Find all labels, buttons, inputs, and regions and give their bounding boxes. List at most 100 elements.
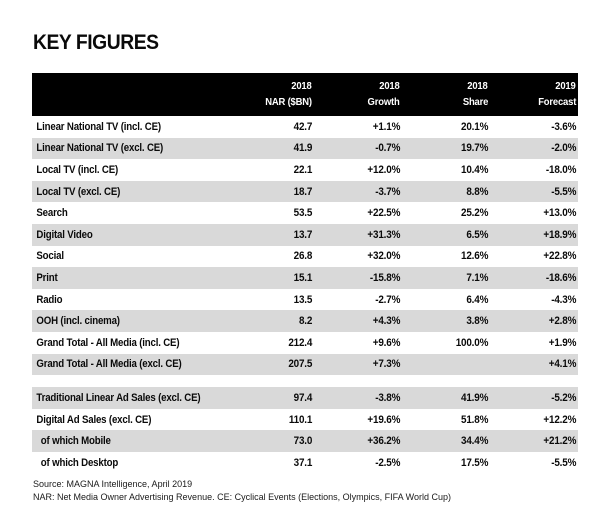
table-row: Grand Total - All Media (incl. CE) 212.4 +… bbox=[32, 331, 578, 354]
column-header-nar: 2018 NAR ($BN) bbox=[226, 73, 314, 116]
row-label: OOH (incl. cinema) bbox=[36, 315, 120, 328]
row-label: Grand Total - All Media (incl. CE) bbox=[36, 336, 180, 349]
table-row: Print 15.1 -15.8% 7.1% -18.6% bbox=[32, 267, 578, 289]
cell-forecast: +12.2% bbox=[543, 413, 577, 426]
cell-share: 6.5% bbox=[466, 228, 489, 241]
cell-nar: 212.4 bbox=[288, 336, 313, 349]
table-row: Digital Video 13.7 +31.3% 6.5% +18.9% bbox=[32, 223, 578, 246]
cell-growth: +4.3% bbox=[372, 315, 401, 328]
cell-share: 6.4% bbox=[466, 293, 489, 306]
cell-share: 100.0% bbox=[455, 336, 489, 349]
cell-forecast: -18.6% bbox=[545, 271, 577, 284]
cell-growth: +1.1% bbox=[372, 120, 401, 133]
row-label: Digital Ad Sales (excl. CE) bbox=[36, 413, 152, 426]
cell-forecast: -4.3% bbox=[551, 293, 577, 306]
key-figures-table: 2018 NAR ($BN) 2018 Growth 2018 Share 20… bbox=[32, 73, 578, 474]
table-body: Linear National TV (incl. CE) 42.7 +1.1% 20… bbox=[32, 116, 578, 474]
cell-forecast: -5.2% bbox=[551, 391, 577, 404]
cell-nar: 41.9 bbox=[293, 142, 313, 155]
cell-forecast: +13.0% bbox=[543, 207, 577, 220]
cell-nar: 22.1 bbox=[293, 163, 313, 176]
row-label: Print bbox=[36, 271, 58, 284]
row-label: of which Desktop bbox=[40, 456, 119, 469]
column-header-rowlabel bbox=[32, 73, 226, 116]
cell-nar: 42.7 bbox=[293, 120, 313, 133]
row-label: Social bbox=[36, 250, 64, 263]
cell-share: 10.4% bbox=[461, 163, 489, 176]
column-header-share: 2018 Share bbox=[402, 73, 490, 116]
table-row: Traditional Linear Ad Sales (excl. CE) 97… bbox=[32, 387, 578, 409]
cell-share: 41.9% bbox=[461, 391, 489, 404]
cell-forecast: +4.1% bbox=[548, 358, 577, 371]
cell-nar: 15.1 bbox=[293, 271, 313, 284]
cell-nar: 73.0 bbox=[293, 435, 313, 448]
source-line: Source: MAGNA Intelligence, April 2019 bbox=[33, 479, 193, 489]
cell-growth: +22.5% bbox=[367, 207, 401, 220]
table-row: Social 26.8 +32.0% 12.6% +22.8% bbox=[32, 245, 578, 268]
cell-share: 8.8% bbox=[466, 185, 489, 198]
cell-growth: +12.0% bbox=[367, 163, 401, 176]
column-header-year: 2019 bbox=[555, 79, 576, 92]
column-header-year: 2018 bbox=[467, 79, 488, 92]
row-label: Traditional Linear Ad Sales (excl. CE) bbox=[36, 391, 201, 404]
row-label: Local TV (excl. CE) bbox=[36, 185, 121, 198]
cell-nar: 26.8 bbox=[293, 250, 313, 263]
cell-nar: 13.5 bbox=[293, 293, 313, 306]
column-header-label: Share bbox=[462, 95, 489, 108]
cell-forecast: -5.5% bbox=[551, 185, 577, 198]
cell-forecast: -2.0% bbox=[551, 142, 577, 155]
cell-growth: -2.5% bbox=[375, 456, 401, 469]
row-label: Radio bbox=[36, 293, 63, 306]
definitions-line: NAR: Net Media Owner Advertising Revenue… bbox=[33, 492, 451, 503]
cell-growth: +9.6% bbox=[372, 336, 401, 349]
cell-forecast: -5.5% bbox=[551, 456, 577, 469]
cell-forecast: +22.8% bbox=[543, 250, 577, 263]
cell-forecast: +2.8% bbox=[548, 315, 577, 328]
source-note: Source: MAGNA Intelligence, April 2019 N… bbox=[33, 478, 451, 504]
table-row: Digital Ad Sales (excl. CE) 110.1 +19.6% 51… bbox=[32, 408, 578, 431]
row-label: Digital Video bbox=[36, 228, 93, 241]
row-label: Local TV (incl. CE) bbox=[36, 163, 119, 176]
column-header-growth: 2018 Growth bbox=[314, 73, 402, 116]
cell-nar: 13.7 bbox=[293, 228, 313, 241]
table-row: Linear National TV (incl. CE) 42.7 +1.1% 20… bbox=[32, 116, 578, 138]
cell-growth: +19.6% bbox=[367, 413, 401, 426]
cell-share: 7.1% bbox=[466, 271, 489, 284]
table-row: Radio 13.5 -2.7% 6.4% -4.3% bbox=[32, 288, 578, 311]
cell-nar: 110.1 bbox=[288, 413, 313, 426]
cell-growth: +32.0% bbox=[367, 250, 401, 263]
column-header-year: 2018 bbox=[291, 79, 312, 92]
cell-nar: 37.1 bbox=[293, 456, 313, 469]
page-title: KEY FIGURES bbox=[33, 31, 159, 54]
column-header-label: NAR ($BN) bbox=[265, 95, 312, 108]
table-row: of which Desktop 37.1 -2.5% 17.5% -5.5% bbox=[32, 451, 578, 474]
cell-growth: -3.7% bbox=[375, 185, 401, 198]
cell-nar: 8.2 bbox=[298, 315, 313, 328]
table-row: Local TV (incl. CE) 22.1 +12.0% 10.4% -18.0% bbox=[32, 159, 578, 181]
cell-forecast: +1.9% bbox=[548, 336, 577, 349]
cell-growth: -3.8% bbox=[375, 391, 401, 404]
column-header-forecast: 2019 Forecast bbox=[490, 73, 578, 116]
cell-growth: -0.7% bbox=[375, 142, 401, 155]
cell-growth: +7.3% bbox=[372, 358, 401, 371]
column-header-year: 2018 bbox=[379, 79, 400, 92]
cell-nar: 18.7 bbox=[293, 185, 313, 198]
table-row: Search 53.5 +22.5% 25.2% +13.0% bbox=[32, 202, 578, 224]
cell-share: 20.1% bbox=[461, 120, 489, 133]
row-label: Linear National TV (incl. CE) bbox=[36, 120, 161, 133]
table-row: of which Mobile 73.0 +36.2% 34.4% +21.2% bbox=[32, 430, 578, 452]
cell-share: 25.2% bbox=[461, 207, 489, 220]
row-label: of which Mobile bbox=[40, 435, 111, 448]
cell-nar: 53.5 bbox=[293, 207, 313, 220]
section-gap bbox=[32, 375, 578, 388]
cell-share: 19.7% bbox=[461, 142, 489, 155]
cell-forecast: +21.2% bbox=[543, 435, 577, 448]
cell-forecast: +18.9% bbox=[543, 228, 577, 241]
cell-growth: +31.3% bbox=[367, 228, 401, 241]
row-label: Grand Total - All Media (excl. CE) bbox=[36, 358, 182, 371]
cell-growth: -15.8% bbox=[369, 271, 401, 284]
cell-nar: 97.4 bbox=[293, 391, 313, 404]
cell-share: 12.6% bbox=[461, 250, 489, 263]
cell-forecast: -3.6% bbox=[551, 120, 577, 133]
